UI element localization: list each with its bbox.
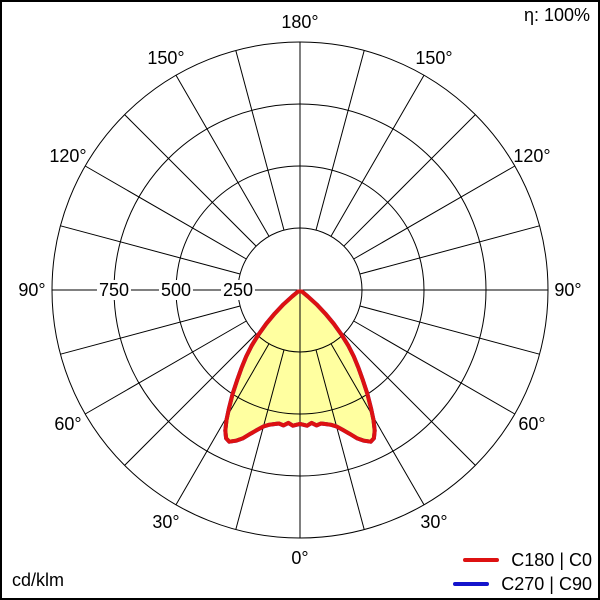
grid-spoke: [175, 343, 270, 506]
angle-label-60-right: 60°: [518, 414, 546, 434]
grid-spoke: [175, 74, 270, 237]
angle-label-30-left: 30°: [152, 512, 180, 532]
legend-entry-label: C270 | C90: [501, 574, 592, 594]
legend-color-swatch: [453, 582, 490, 586]
legend-entry-label: C180 | C0: [511, 550, 592, 570]
grid-spoke: [235, 349, 285, 530]
grid-spoke: [60, 305, 241, 355]
grid-spoke: [84, 320, 247, 415]
grid-spoke: [353, 320, 516, 415]
grid-spoke: [60, 225, 241, 275]
angle-label-90-right: 90°: [554, 280, 582, 300]
grid-spoke: [343, 114, 476, 247]
angle-label-120-left: 120°: [49, 146, 87, 166]
grid-spoke: [315, 50, 365, 231]
curve-c180-c0: [223, 289, 377, 444]
angle-label-60-left: 60°: [54, 414, 82, 434]
radial-tick-label-250: 250: [220, 280, 256, 300]
legend-color-swatch: [463, 558, 500, 562]
grid-spoke: [359, 225, 540, 275]
grid-spoke: [235, 50, 285, 231]
angle-label-150-left: 150°: [147, 48, 185, 68]
grid-spoke: [124, 114, 257, 247]
efficiency-label: η: 100%: [523, 5, 590, 25]
angle-label-30-right: 30°: [420, 512, 448, 532]
grid-spoke: [330, 343, 425, 506]
grid-spoke: [359, 305, 540, 355]
angle-label-150-right: 150°: [415, 48, 453, 68]
grid-spoke: [124, 333, 257, 466]
curve-layer: [223, 289, 377, 444]
grid-spoke: [330, 74, 425, 237]
radial-tick-label-750: 750: [96, 280, 132, 300]
radial-tick-label-500: 500: [158, 280, 194, 300]
angle-label-120-right: 120°: [513, 146, 551, 166]
angle-label-90-left: 90°: [18, 280, 46, 300]
legend-entry: C180 | C0: [463, 549, 592, 571]
grid-spoke: [84, 165, 247, 260]
unit-label: cd/klm: [12, 570, 65, 590]
grid-spoke: [353, 165, 516, 260]
legend-entry: C270 | C90: [453, 573, 592, 595]
legend: C180 | C0 C270 | C90: [453, 549, 592, 595]
angle-label-180: 180°: [281, 12, 319, 32]
grid-spoke: [343, 333, 476, 466]
angle-label-0: 0°: [291, 548, 309, 568]
grid-spoke: [315, 349, 365, 530]
